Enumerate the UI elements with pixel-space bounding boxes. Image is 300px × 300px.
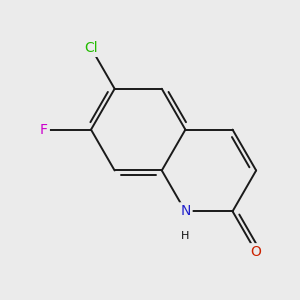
Text: Cl: Cl [84,41,98,55]
Text: N: N [180,204,190,218]
Text: F: F [40,123,48,136]
Text: H: H [181,231,190,241]
Text: O: O [251,245,262,259]
